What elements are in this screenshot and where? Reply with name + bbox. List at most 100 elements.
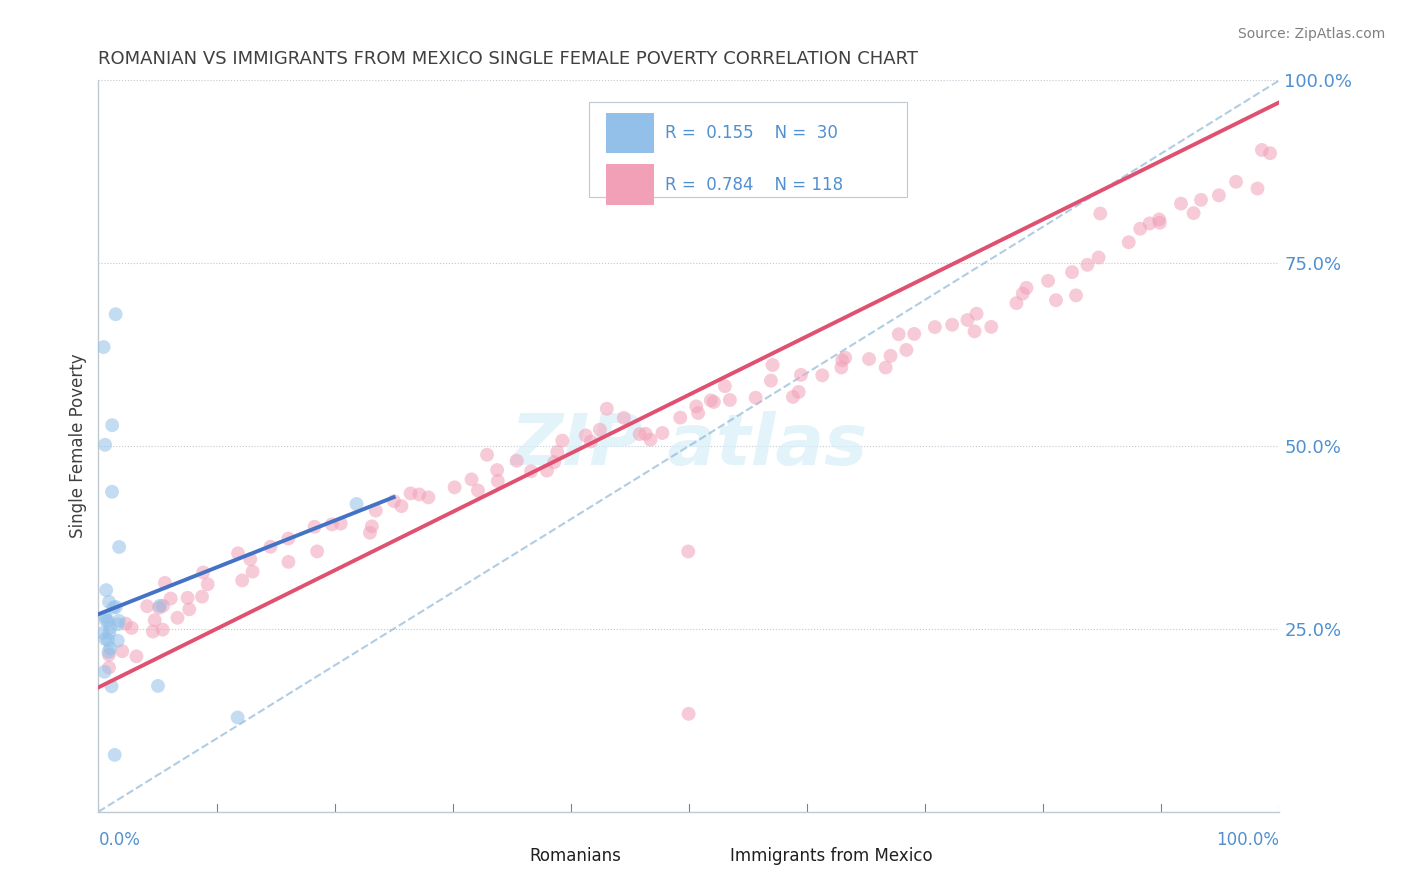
Point (1189, 193, 1212, 207)
Point (613, 410, 636, 425)
Point (226, 546, 249, 560)
Point (834, 351, 856, 365)
Point (546, 445, 568, 459)
Point (596, 401, 619, 416)
Point (96, 583, 118, 598)
Point (782, 390, 804, 404)
Point (640, 433, 662, 447)
Point (1118, 235, 1140, 250)
Point (467, 483, 489, 498)
Point (830, 360, 852, 375)
Point (651, 425, 673, 440)
Point (98, 641, 121, 656)
Point (941, 318, 963, 332)
Point (676, 544, 699, 558)
FancyBboxPatch shape (589, 103, 907, 197)
Point (1250, 143, 1272, 157)
Bar (488, 838, 522, 874)
Point (94, 613, 117, 627)
Point (896, 343, 918, 357)
Bar (689, 838, 723, 874)
Point (634, 426, 657, 441)
Point (121, 621, 143, 635)
Point (1258, 146, 1281, 161)
Point (718, 392, 741, 407)
Text: Source: ZipAtlas.com: Source: ZipAtlas.com (1237, 27, 1385, 41)
Bar (606, 164, 654, 204)
Point (136, 599, 159, 614)
Point (142, 624, 165, 639)
Point (94, 632, 117, 646)
Point (98, 626, 121, 640)
Point (104, 599, 127, 614)
Point (669, 410, 692, 425)
Point (364, 503, 387, 517)
Point (1015, 281, 1038, 295)
Point (277, 555, 299, 569)
Point (551, 434, 574, 448)
Point (475, 448, 498, 462)
Point (103, 600, 125, 615)
Point (1129, 221, 1152, 235)
Text: Immigrants from Mexico: Immigrants from Mexico (730, 847, 934, 864)
Point (1087, 251, 1109, 265)
Point (628, 427, 651, 442)
Point (678, 706, 700, 721)
Point (1170, 196, 1192, 211)
Point (589, 423, 612, 437)
Y-axis label: Single Female Poverty: Single Female Poverty (69, 354, 87, 538)
Point (1036, 274, 1059, 288)
Point (94, 609, 117, 624)
Point (744, 391, 766, 405)
Point (97, 648, 120, 662)
Point (107, 617, 129, 632)
Point (111, 644, 134, 658)
Point (114, 616, 136, 631)
Point (924, 320, 946, 334)
Point (98, 621, 121, 635)
Point (831, 353, 853, 368)
Point (97, 633, 120, 648)
Point (1208, 188, 1230, 202)
Point (98, 595, 121, 609)
Point (143, 613, 166, 627)
Point (520, 464, 543, 478)
Text: 100.0%: 100.0% (1216, 830, 1279, 848)
Point (506, 454, 529, 468)
Text: ZIP atlas: ZIP atlas (510, 411, 868, 481)
Point (176, 591, 198, 605)
Point (579, 434, 602, 449)
Point (307, 544, 329, 558)
Point (97, 614, 120, 628)
Point (1182, 206, 1205, 220)
Point (1139, 216, 1161, 230)
Point (703, 395, 725, 409)
Point (980, 319, 1002, 334)
Point (1147, 212, 1170, 227)
Point (125, 649, 148, 664)
Point (93, 665, 115, 679)
Point (700, 393, 723, 408)
Point (100, 679, 122, 693)
Point (304, 520, 326, 534)
Point (887, 327, 910, 342)
Point (1090, 206, 1112, 220)
Text: Romanians: Romanians (530, 847, 621, 864)
Point (382, 494, 405, 508)
Point (193, 566, 215, 580)
Point (879, 349, 901, 363)
Text: R =  0.155    N =  30: R = 0.155 N = 30 (665, 124, 838, 143)
Text: R =  0.784    N = 118: R = 0.784 N = 118 (665, 176, 844, 194)
Point (963, 324, 986, 338)
Point (231, 574, 253, 588)
Point (152, 599, 174, 613)
Point (107, 633, 129, 648)
Point (91, 626, 114, 640)
Point (149, 599, 172, 613)
Point (329, 516, 352, 531)
Point (226, 710, 249, 724)
Point (97, 645, 120, 659)
Point (191, 590, 214, 604)
Point (762, 358, 785, 372)
Point (360, 519, 382, 533)
